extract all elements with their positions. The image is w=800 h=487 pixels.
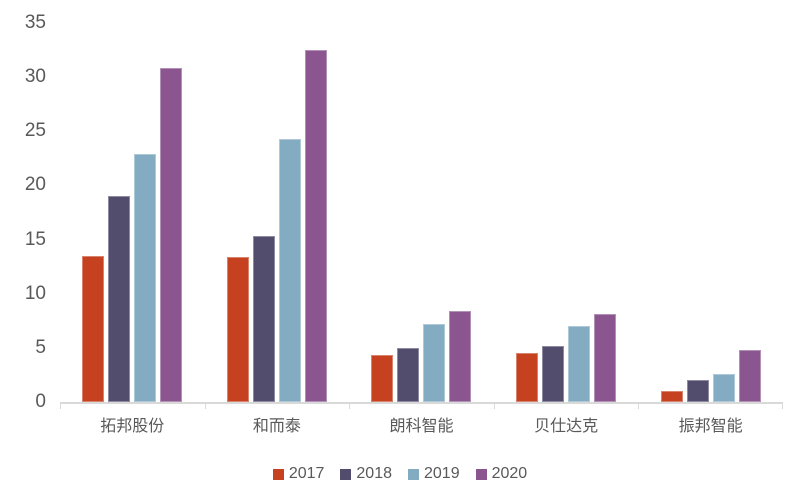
bar-2018 xyxy=(108,196,131,402)
bar-2019 xyxy=(568,326,591,402)
bar-2019 xyxy=(712,374,735,402)
bar-2020 xyxy=(594,314,617,402)
y-tick-label: 0 xyxy=(35,391,46,412)
x-category-label: 贝仕达克 xyxy=(534,418,599,435)
axis-tick xyxy=(349,404,350,409)
legend-swatch-icon xyxy=(408,468,419,480)
bar-2017 xyxy=(660,391,683,402)
legend-label: 2020 xyxy=(491,465,528,482)
legend-label: 2018 xyxy=(356,465,392,482)
axis-tick xyxy=(782,404,783,409)
y-tick-label: 25 xyxy=(24,120,46,142)
bar-group-5 xyxy=(638,23,783,402)
bar-2017 xyxy=(371,355,394,402)
legend-item-2020: 2020 xyxy=(475,465,528,483)
x-axis: 拓邦股份 和而泰 朗科智能 贝仕达克 振邦智能 xyxy=(0,414,800,440)
bar-2018 xyxy=(686,380,709,402)
bar-2020 xyxy=(738,350,761,402)
plot-area xyxy=(60,23,783,409)
x-category-label: 朗科智能 xyxy=(389,418,454,435)
x-category-label: 振邦智能 xyxy=(678,418,743,435)
legend-label: 2017 xyxy=(288,465,325,482)
axis-tick xyxy=(638,404,639,409)
y-axis: 0 5 10 15 20 25 30 35 xyxy=(0,0,46,487)
y-tick-label: 10 xyxy=(24,282,46,304)
bar-group-4 xyxy=(494,23,639,402)
bar-2017 xyxy=(516,353,539,402)
y-tick-label: 35 xyxy=(24,12,46,33)
x-category-label: 拓邦股份 xyxy=(100,418,165,435)
axis-tick xyxy=(60,404,61,409)
bar-2017 xyxy=(226,257,249,402)
bar-group-1 xyxy=(60,23,205,402)
bar-2018 xyxy=(397,348,420,402)
y-tick-label: 15 xyxy=(24,228,46,250)
bar-2020 xyxy=(449,311,472,402)
legend-item-2017: 2017 xyxy=(272,465,325,483)
legend-swatch-icon xyxy=(340,468,352,480)
bar-2019 xyxy=(423,324,446,402)
bar-2017 xyxy=(82,256,105,402)
bar-group-2 xyxy=(205,23,350,402)
legend-item-2019: 2019 xyxy=(408,465,460,483)
bar-2020 xyxy=(160,68,183,402)
axis-tick xyxy=(205,404,206,409)
bar-2020 xyxy=(304,50,327,402)
y-tick-label: 5 xyxy=(35,336,46,358)
bar-2019 xyxy=(278,139,301,402)
bar-2019 xyxy=(134,154,157,402)
axis-tick xyxy=(494,404,495,409)
bar-2018 xyxy=(542,346,565,402)
bar-group-3 xyxy=(349,23,494,402)
legend-swatch-icon xyxy=(475,468,487,480)
y-tick-label: 30 xyxy=(24,66,46,88)
legend: 2017 2018 2019 2020 xyxy=(0,463,800,485)
x-category-label: 和而泰 xyxy=(252,418,301,435)
legend-item-2018: 2018 xyxy=(340,465,392,483)
bar-2018 xyxy=(252,236,275,402)
legend-swatch-icon xyxy=(272,468,284,480)
y-tick-label: 20 xyxy=(24,174,46,196)
legend-label: 2019 xyxy=(424,465,460,482)
